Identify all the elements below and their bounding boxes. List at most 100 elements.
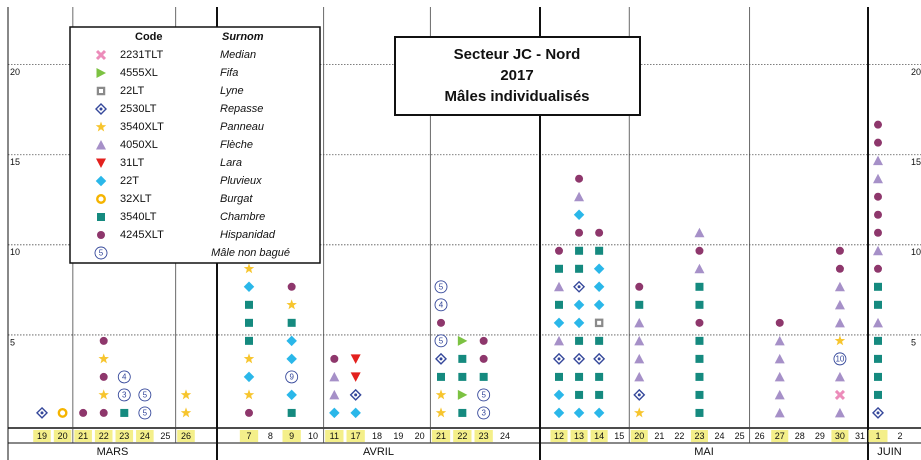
symbol-part (287, 318, 296, 327)
symbol-part (286, 299, 297, 310)
symbol-part (458, 354, 467, 363)
symbol-part (774, 389, 785, 400)
mark (595, 336, 604, 345)
mark (573, 280, 586, 293)
symbol-part (835, 246, 844, 255)
day-label: 17 (351, 431, 361, 441)
mark (834, 389, 845, 400)
day-highlight (550, 430, 568, 442)
symbol-part (874, 300, 882, 309)
symbol-label: 5 (439, 336, 444, 345)
day-highlight (325, 430, 344, 442)
symbol-label: 5 (143, 409, 148, 418)
day-label: 29 (815, 431, 825, 441)
legend-symbol (96, 68, 106, 78)
symbol-part (120, 408, 129, 417)
day-label: 9 (289, 431, 294, 441)
symbol-part (99, 372, 108, 381)
mark (553, 407, 565, 419)
mark: 5 (477, 388, 491, 402)
symbol-part (593, 407, 605, 419)
symbol-part (97, 231, 105, 239)
day-label: 25 (160, 431, 170, 441)
mark (834, 281, 845, 292)
symbol-part (834, 281, 845, 292)
symbol-part (593, 281, 605, 293)
legend-name: Hispanidad (220, 229, 276, 241)
day-label: 1 (875, 431, 880, 441)
symbol-part (329, 407, 340, 419)
symbol-part (286, 335, 297, 347)
mark (595, 372, 604, 381)
symbol-label: 3 (481, 409, 486, 418)
day-label: 18 (372, 431, 382, 441)
mark (634, 353, 645, 364)
mark (575, 174, 584, 183)
day-label: 24 (140, 431, 150, 441)
legend-code: 4245XLT (120, 229, 164, 241)
mark (835, 246, 844, 255)
legend-name: Lara (220, 157, 242, 169)
legend-code: 22T (120, 175, 139, 187)
symbol-label: 5 (99, 249, 104, 258)
symbol-part (245, 408, 253, 417)
legend: Code Surnom 2231TLT Median 4555XL Fifa 22LT Lyn… (69, 26, 321, 264)
day-label: 25 (735, 431, 745, 441)
symbol-part (553, 317, 565, 329)
symbol-label: 5 (481, 391, 486, 400)
symbol-part (874, 390, 882, 399)
symbol-part (874, 210, 882, 219)
legend-code: 3540LT (120, 211, 157, 223)
symbol-part (873, 317, 883, 328)
symbol-part (874, 354, 882, 363)
day-label: 31 (855, 431, 865, 441)
day-highlight (590, 430, 608, 442)
mark (437, 318, 445, 327)
legend-code: 4555XL (120, 67, 158, 79)
symbol-part (477, 388, 491, 402)
mark (872, 406, 884, 419)
mark (874, 282, 882, 291)
symbol-part (243, 389, 255, 400)
mark (98, 353, 109, 364)
day-label: 7 (246, 431, 251, 441)
mark (834, 407, 845, 418)
symbol-part (595, 228, 604, 237)
symbol-part (435, 389, 447, 400)
symbol-part (329, 389, 340, 400)
day-highlight (474, 430, 493, 442)
symbol-part (180, 389, 192, 400)
mark (774, 371, 785, 382)
mark (873, 245, 883, 256)
mark (286, 353, 297, 365)
mark: 9 (285, 370, 299, 384)
symbol-part (554, 335, 564, 346)
symbol-part (695, 408, 704, 417)
symbol-part (555, 264, 563, 273)
mark (573, 209, 585, 220)
symbol-part (876, 411, 880, 415)
mark (774, 335, 785, 346)
symbol-part (573, 317, 585, 329)
symbol-part (243, 263, 255, 274)
symbol-part (434, 280, 448, 294)
y-tick-label: 20 (10, 67, 20, 77)
symbol-part (593, 263, 605, 275)
symbol-part (354, 393, 358, 397)
mark (245, 336, 253, 345)
symbol-part (833, 352, 847, 366)
legend-header: Surnom (222, 31, 264, 43)
mark (479, 372, 488, 381)
mark (435, 407, 447, 418)
symbol-part (96, 194, 106, 204)
day-highlight (74, 430, 92, 442)
chart-title: Mâles individualisés (444, 88, 589, 105)
mark (180, 389, 192, 400)
symbol-part (439, 357, 443, 361)
symbol-part (99, 107, 103, 111)
symbol-part (573, 299, 585, 311)
day-label: 20 (634, 431, 644, 441)
mark: 5 (138, 388, 152, 402)
symbol-part (573, 407, 585, 419)
day-label: 21 (436, 431, 446, 441)
